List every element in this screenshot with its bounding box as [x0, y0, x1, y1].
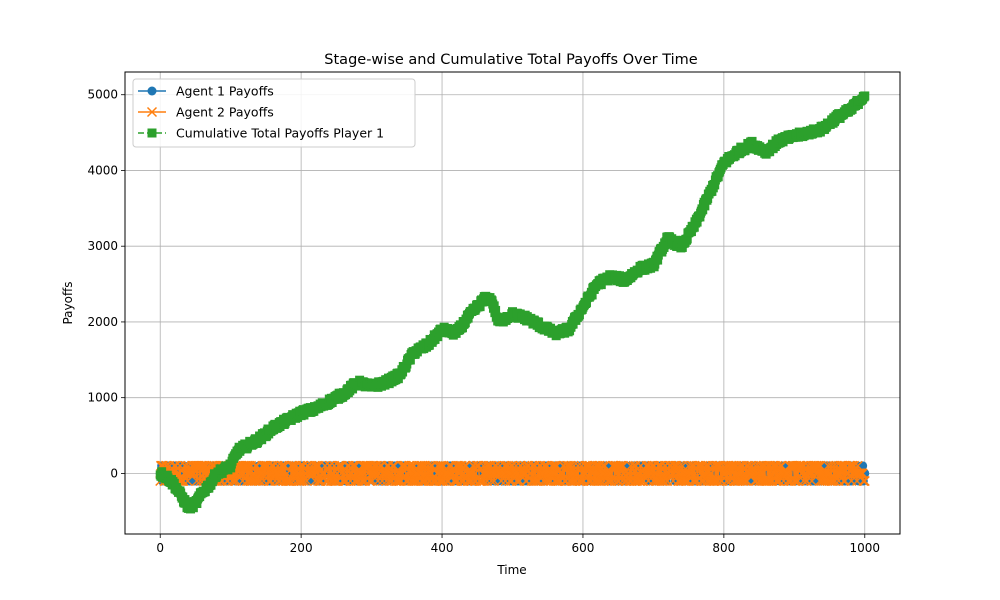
- cumulative-point: [574, 310, 584, 320]
- cumulative-point: [405, 355, 415, 365]
- agent2-point: [630, 460, 641, 471]
- legend-label: Agent 2 Payoffs: [176, 105, 274, 120]
- y-tick-label: 4000: [87, 163, 118, 177]
- y-tick-label: 5000: [87, 88, 118, 102]
- cumulative-point: [710, 180, 720, 190]
- cumulative-point: [192, 499, 202, 509]
- y-tick-label: 2000: [87, 315, 118, 329]
- cumulative-point: [700, 201, 710, 211]
- agent2-point: [242, 460, 253, 471]
- cumulative-point: [587, 290, 597, 300]
- y-axis-label: Payoffs: [61, 281, 75, 324]
- agent2-point: [528, 475, 539, 487]
- agent2-point: [434, 460, 445, 471]
- cumulative-point: [692, 217, 702, 227]
- cumulative-markers: [155, 91, 870, 514]
- y-tick-label: 3000: [87, 239, 118, 253]
- agent2-point: [313, 475, 324, 487]
- axes-frame: [124, 71, 901, 535]
- legend-marker: [146, 106, 158, 118]
- x-tick-label: 0: [156, 541, 164, 555]
- agent2-point: [551, 475, 562, 487]
- legend-marker: [147, 86, 157, 96]
- x-tick-label: 800: [712, 541, 735, 555]
- legend-marker: [147, 128, 157, 138]
- plot-area: [155, 91, 870, 514]
- axis-ticks: 0 200 400 600 800 1000 0 1000 2000 3000 4000 5000: [87, 88, 880, 555]
- agent2-point: [838, 475, 849, 487]
- x-tick-label: 200: [290, 541, 313, 555]
- chart-title: Stage-wise and Cumulative Total Payoffs …: [324, 52, 697, 68]
- legend-label: Cumulative Total Payoffs Player 1: [176, 126, 384, 141]
- agent2-point: [609, 475, 620, 487]
- x-axis-label: Time: [496, 563, 526, 577]
- x-tick-label: 400: [431, 541, 454, 555]
- cumulative-point: [475, 302, 485, 312]
- agent2-point: [801, 475, 813, 487]
- agent2-point: [582, 460, 593, 471]
- x-tick-label: 600: [572, 541, 595, 555]
- agent2-point: [436, 460, 447, 471]
- cumulative-point: [491, 305, 501, 315]
- cumulative-point: [860, 91, 870, 101]
- y-tick-label: 1000: [87, 391, 118, 405]
- cumulative-point: [348, 384, 358, 394]
- cumulative-point: [653, 255, 663, 265]
- cumulative-point: [489, 301, 499, 311]
- legend-label: Agent 1 Payoffs: [176, 84, 274, 99]
- cumulative-point: [581, 297, 591, 307]
- legend-box: [132, 78, 416, 148]
- legend: Agent 1 Payoffs Agent 2 Payoffs Cumulative…: [132, 78, 416, 148]
- cumulative-point: [596, 280, 606, 290]
- agent2-point: [277, 460, 288, 471]
- cumulative-point: [682, 234, 692, 244]
- agent2-point: [658, 475, 670, 487]
- y-tick-label: 0: [110, 466, 118, 480]
- agent2-point: [859, 475, 870, 487]
- x-tick-label: 1000: [849, 541, 880, 555]
- agent2-point: [170, 460, 181, 471]
- agent2-point: [356, 475, 367, 487]
